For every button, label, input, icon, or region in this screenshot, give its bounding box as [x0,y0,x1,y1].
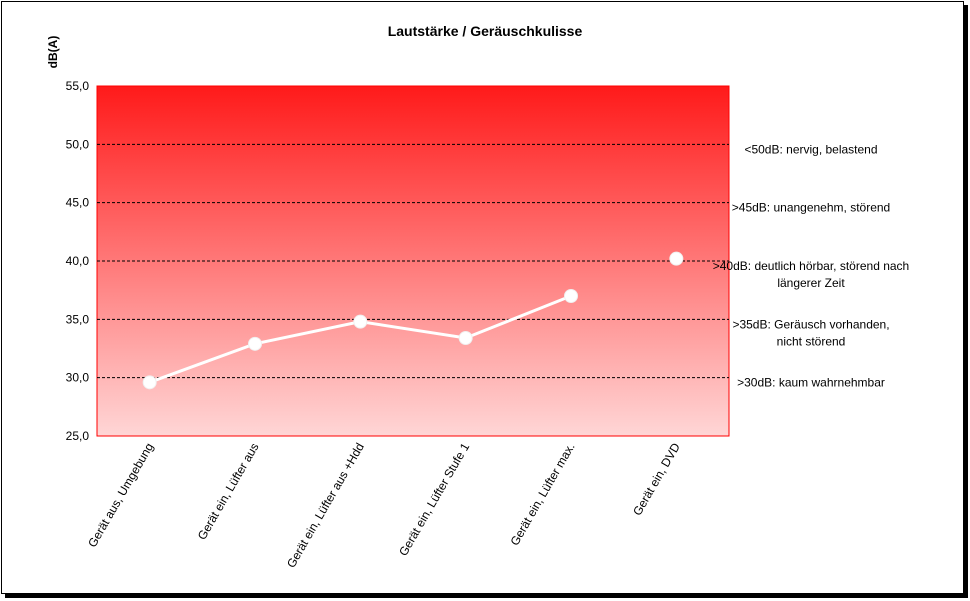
annotation-text: >30dB: kaum wahrnehmbar [737,376,885,390]
y-tick-label: 25,0 [66,429,90,443]
annotation-text: >45dB: unangenehm, störend [732,201,890,215]
data-point [669,251,684,266]
y-tick-label: 55,0 [66,79,90,93]
annotation-text: >40dB: deutlich hörbar, störend nach [713,259,909,273]
y-tick-label: 35,0 [66,312,90,326]
data-point [458,331,473,345]
y-tick-label: 50,0 [66,137,90,151]
annotation-text: >35dB: Geräusch vorhanden, [732,317,889,331]
x-tick-label: Gerät ein, Lüfter aus +Hdd [284,441,367,571]
chart-title: Lautstärke / Geräuschkulisse [388,23,583,39]
annotation-text: <50dB: nervig, belastend [744,142,877,156]
y-tick-label: 45,0 [66,196,90,210]
y-axis-label: dB(A) [46,36,60,69]
threshold-annotation: <50dB: nervig, belastend [744,142,877,156]
x-tick-label: Gerät aus, Umgebung [85,441,156,550]
threshold-annotation: >35dB: Geräusch vorhanden, nicht störend [732,317,889,348]
threshold-annotation: >40dB: deutlich hörbar, störend nach läng… [713,259,909,290]
data-point [142,375,157,390]
threshold-annotation: >30dB: kaum wahrnehmbar [737,376,885,390]
annotation-text: längerer Zeit [777,276,845,290]
data-point [353,314,368,329]
y-tick-label: 30,0 [66,371,90,385]
data-point [564,289,578,303]
x-tick-label: Gerät ein, DVD [630,440,683,518]
y-tick-label: 40,0 [66,254,90,268]
x-tick-label: Gerät ein, Lüfter max. [507,441,577,549]
x-tick-label: Gerät ein, Lüfter Stufe 1 [396,440,472,558]
data-point [248,336,262,351]
annotation-text: nicht störend [777,334,846,348]
x-tick-label: Gerät ein, Lüfter aus [195,441,262,543]
threshold-annotation: >45dB: unangenehm, störend [732,201,890,215]
